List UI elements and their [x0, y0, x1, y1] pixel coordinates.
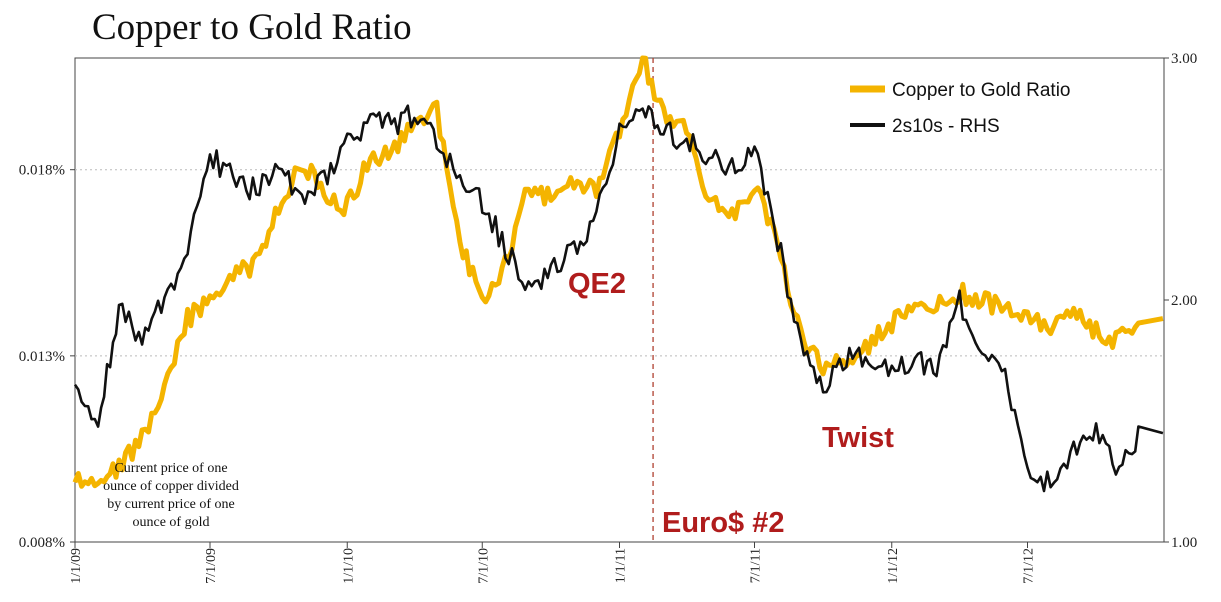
left-tick-label-1: 0.013% [19, 349, 65, 365]
x-tick-label-0: 1/1/09 [69, 548, 84, 584]
footnote-line-4: ounce of gold [133, 515, 210, 530]
annotation-euro2: Euro$ #2 [662, 507, 785, 539]
legend: Copper to Gold Ratio 2s10s - RHS [850, 80, 1071, 137]
x-tick-label-1: 7/1/09 [204, 548, 219, 584]
grid-lines [75, 169, 1164, 357]
x-tick-label-6: 1/1/12 [886, 548, 901, 584]
x-tick-label-5: 7/1/11 [749, 548, 764, 583]
right-axis-ticks: 1.00 2.00 3.00 [1164, 51, 1197, 551]
x-axis-ticks: 1/1/09 7/1/09 1/1/10 7/1/10 1/1/11 7/1/11 1/1/… [69, 542, 1037, 584]
footnote-line-2: ounce of copper divided [103, 479, 239, 494]
footnote-box: Current price of one ounce of copper div… [103, 461, 239, 530]
left-tick-label-0: 0.008% [19, 535, 65, 551]
footnote-line-3: by current price of one [107, 497, 235, 512]
x-tick-label-7: 7/1/12 [1022, 548, 1037, 584]
x-tick-label-3: 7/1/10 [476, 548, 491, 584]
2s10s-line [73, 104, 1164, 493]
copper-gold-ratio-line [72, 55, 1164, 489]
annotation-qe2: QE2 [568, 268, 626, 300]
annotation-twist: Twist [822, 422, 894, 454]
chart-title: Copper to Gold Ratio [92, 7, 412, 48]
left-tick-label-2: 0.018% [19, 163, 65, 179]
footnote-line-1: Current price of one [114, 461, 227, 476]
right-tick-label-2: 3.00 [1171, 51, 1197, 67]
legend-label-copper-gold: Copper to Gold Ratio [892, 80, 1071, 101]
left-axis-ticks: 0.008% 0.013% 0.018% [19, 163, 75, 551]
x-tick-label-4: 1/1/11 [614, 548, 629, 583]
right-tick-label-1: 2.00 [1171, 293, 1197, 309]
x-tick-label-2: 1/1/10 [341, 548, 356, 584]
legend-label-2s10s: 2s10s - RHS [892, 116, 1000, 137]
right-tick-label-0: 1.00 [1171, 535, 1197, 551]
